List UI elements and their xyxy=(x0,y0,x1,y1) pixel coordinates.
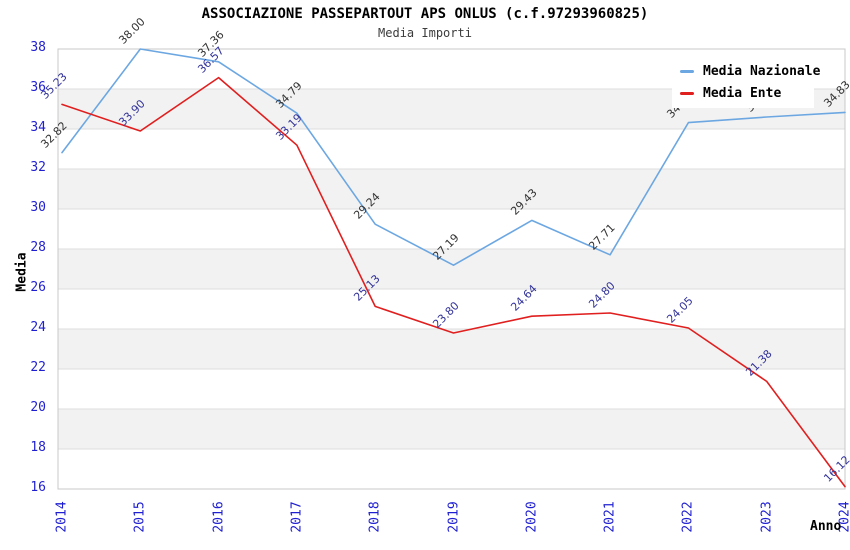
x-axis-title: Anno xyxy=(810,519,842,534)
series-line-media-nazionale xyxy=(61,48,846,267)
y-tick-label: 30 xyxy=(30,200,46,215)
x-tick-label: 2023 xyxy=(759,501,775,533)
y-tick-label: 32 xyxy=(30,160,46,175)
y-tick-label: 24 xyxy=(30,320,46,335)
value-label: 16.12 xyxy=(821,452,850,485)
value-label: 38.00 xyxy=(116,15,149,47)
y-tick-label: 20 xyxy=(30,400,46,415)
grid-band xyxy=(58,409,845,449)
value-label: 25.13 xyxy=(351,272,383,305)
value-label: 24.80 xyxy=(586,279,618,311)
y-tick-label: 38 xyxy=(30,40,46,55)
value-label: 24.05 xyxy=(664,294,697,326)
legend-marker-nazionale-line-icon xyxy=(680,70,694,73)
value-label: 33.90 xyxy=(116,97,149,129)
legend-marker-ente-line-icon xyxy=(680,92,694,95)
x-tick-label: 2017 xyxy=(289,501,305,533)
value-label: 29.24 xyxy=(351,190,383,222)
value-label: 29.43 xyxy=(508,186,540,219)
legend-label: Media Nazionale xyxy=(703,64,821,79)
legend-item-media-nazionale: Media Nazionale xyxy=(680,64,820,79)
value-label: 34.83 xyxy=(821,78,850,111)
chart-subtitle: Media Importi xyxy=(378,26,472,40)
x-tick-label: 2016 xyxy=(211,501,227,533)
plot-border xyxy=(57,48,846,490)
y-tick-label: 16 xyxy=(30,480,46,495)
value-label: 21.38 xyxy=(742,347,775,380)
y-tick-label: 22 xyxy=(30,360,46,375)
grid-band xyxy=(58,169,845,209)
x-tick-label: 2022 xyxy=(680,501,696,533)
grid-band xyxy=(58,249,845,289)
x-tick-label: 2018 xyxy=(367,501,383,533)
y-tick-label: 18 xyxy=(30,440,46,455)
legend-label: Media Ente xyxy=(703,86,782,101)
value-label: 24.64 xyxy=(508,282,540,314)
legend-item-media-ente: Media Ente xyxy=(680,86,806,101)
x-tick-label: 2014 xyxy=(54,501,70,533)
y-tick-label: 26 xyxy=(30,280,46,295)
y-tick-label: 34 xyxy=(30,120,46,135)
series-line-media-ente xyxy=(61,76,846,488)
x-tick-label: 2021 xyxy=(602,501,618,533)
grid-band xyxy=(58,329,845,369)
value-label: 27.19 xyxy=(429,231,462,263)
value-label: 23.80 xyxy=(429,299,462,331)
y-tick-label: 36 xyxy=(30,80,46,95)
y-tick-label: 28 xyxy=(30,240,46,255)
x-tick-label: 2019 xyxy=(446,501,461,533)
legend: Media Nazionale Media Ente xyxy=(672,57,820,108)
x-tick-label: 2020 xyxy=(524,501,540,533)
value-label: 27.71 xyxy=(586,221,618,253)
x-tick-label: 2015 xyxy=(132,501,148,533)
chart-title: ASSOCIAZIONE PASSEPARTOUT APS ONLUS (c.f… xyxy=(201,6,649,22)
y-axis-title: Media xyxy=(14,252,30,292)
value-label: 33.19 xyxy=(273,111,305,143)
value-label: 34.79 xyxy=(273,79,305,111)
